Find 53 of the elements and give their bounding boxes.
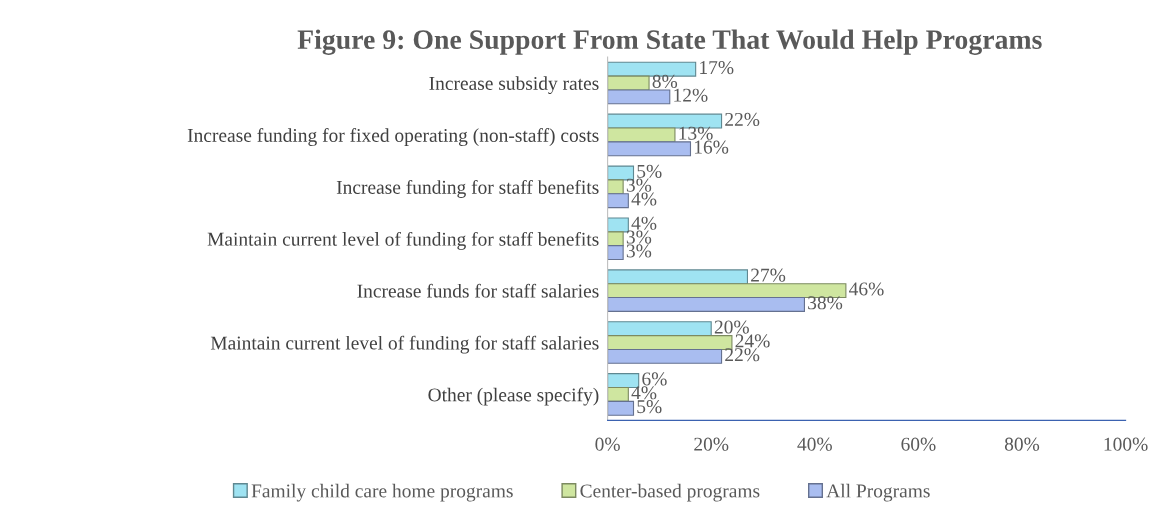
bar	[607, 348, 723, 364]
bar	[607, 245, 624, 261]
y-tick-label: Maintain current level of funding for staff benefits	[207, 231, 599, 250]
data-label: 5%	[637, 164, 662, 178]
data-label: 4%	[631, 192, 657, 206]
legend-label: Family child care home programs	[251, 483, 513, 502]
data-label: 3%	[626, 178, 652, 192]
bar	[607, 269, 749, 285]
data-label: 5%	[637, 400, 662, 414]
x-tick-label: 60%	[901, 437, 936, 451]
x-tick-label: 40%	[797, 437, 832, 451]
data-label: 16%	[694, 140, 729, 154]
data-label: 4%	[631, 216, 657, 230]
y-tick-label: Increase funds for staff salaries	[357, 283, 599, 298]
bar	[607, 89, 671, 105]
data-label: 12%	[674, 88, 708, 102]
x-tick-label: 20%	[694, 437, 729, 451]
data-label: 13%	[679, 126, 713, 140]
data-label: 6%	[642, 372, 667, 386]
y-tick-label: Maintain current level of funding for staff salaries	[210, 335, 599, 354]
data-label: 17%	[700, 60, 734, 75]
data-label: 27%	[751, 268, 786, 282]
legend-label: All Programs	[826, 483, 930, 502]
data-label: 38%	[808, 296, 843, 310]
bar	[607, 193, 629, 209]
x-tick-label: 0%	[595, 437, 620, 451]
legend-label: Center-based programs	[580, 483, 760, 502]
bar	[607, 127, 676, 143]
bar	[607, 141, 692, 157]
data-label: 46%	[849, 282, 884, 296]
bar	[607, 75, 650, 91]
data-label: 4%	[631, 386, 657, 400]
bar	[607, 217, 629, 233]
x-tick-label: 80%	[1004, 437, 1040, 451]
bar	[607, 179, 624, 195]
data-label: 3%	[626, 244, 652, 258]
data-label: 3%	[626, 230, 652, 244]
bar	[607, 231, 624, 247]
data-label: 20%	[714, 320, 749, 334]
y-tick-label: Other (please specify)	[428, 387, 599, 406]
y-tick-label: Increase funding for staff benefits	[336, 179, 599, 198]
x-tick-label: 100%	[1104, 437, 1148, 451]
y-tick-label: Increase funding for fixed operating (non-staff) costs	[187, 128, 599, 146]
y-tick-label: Increase subsidy rates	[429, 76, 599, 94]
chart-title: Figure 9: One Support From State That Would Help Programs	[297, 29, 1042, 55]
bar	[607, 297, 805, 312]
data-label: 24%	[735, 334, 770, 348]
bar	[607, 386, 629, 402]
data-label: 8%	[652, 74, 678, 88]
data-label: 22%	[725, 112, 760, 127]
bar	[607, 400, 635, 416]
bar	[607, 321, 712, 337]
data-label: 22%	[725, 348, 760, 362]
